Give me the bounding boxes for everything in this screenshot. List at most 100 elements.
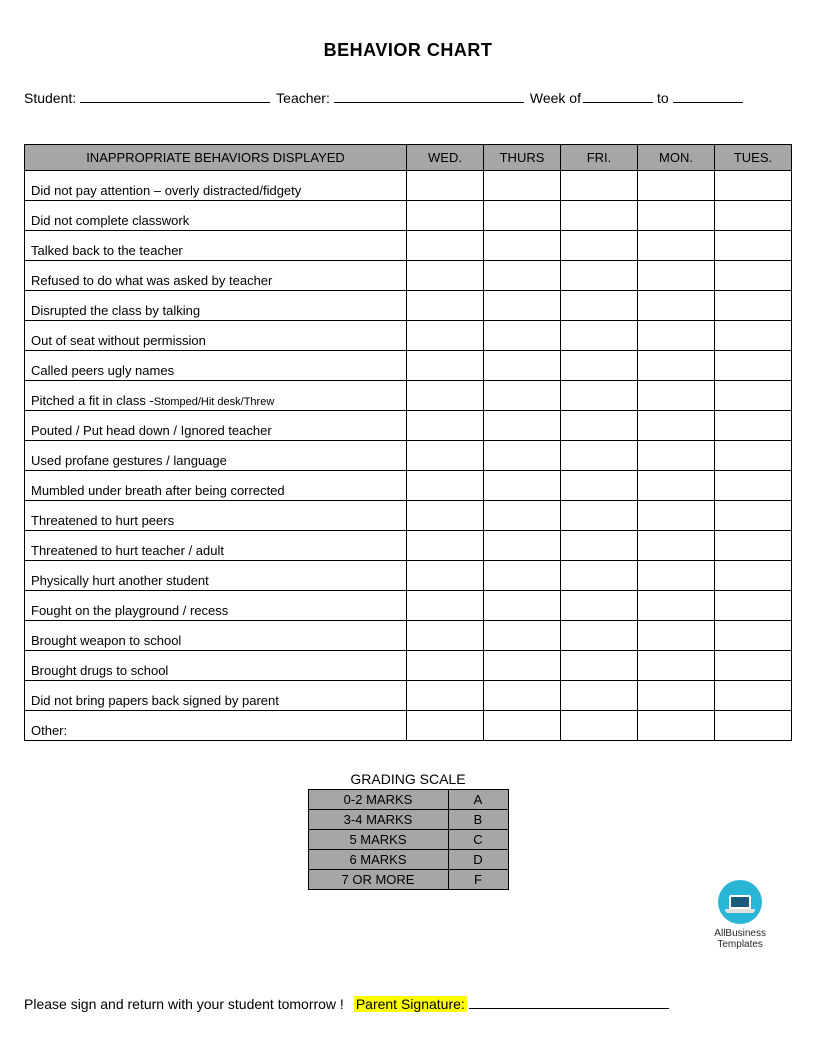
day-cell[interactable]	[561, 291, 638, 321]
day-cell[interactable]	[638, 411, 715, 441]
day-cell[interactable]	[407, 561, 484, 591]
day-cell[interactable]	[561, 471, 638, 501]
day-cell[interactable]	[638, 531, 715, 561]
day-cell[interactable]	[638, 351, 715, 381]
day-cell[interactable]	[715, 651, 792, 681]
day-cell[interactable]	[484, 621, 561, 651]
day-cell[interactable]	[407, 411, 484, 441]
day-cell[interactable]	[407, 621, 484, 651]
day-cell[interactable]	[561, 171, 638, 201]
day-cell[interactable]	[484, 651, 561, 681]
day-cell[interactable]	[484, 411, 561, 441]
day-cell[interactable]	[561, 501, 638, 531]
day-cell[interactable]	[561, 411, 638, 441]
day-cell[interactable]	[561, 351, 638, 381]
day-cell[interactable]	[638, 711, 715, 741]
day-cell[interactable]	[407, 501, 484, 531]
day-cell[interactable]	[715, 681, 792, 711]
day-cell[interactable]	[561, 381, 638, 411]
day-cell[interactable]	[407, 651, 484, 681]
day-cell[interactable]	[407, 531, 484, 561]
day-cell[interactable]	[407, 171, 484, 201]
day-cell[interactable]	[561, 621, 638, 651]
day-cell[interactable]	[638, 681, 715, 711]
day-cell[interactable]	[715, 501, 792, 531]
student-input-line[interactable]	[80, 89, 270, 103]
day-cell[interactable]	[561, 201, 638, 231]
day-cell[interactable]	[561, 591, 638, 621]
day-cell[interactable]	[715, 441, 792, 471]
day-cell[interactable]	[638, 201, 715, 231]
day-cell[interactable]	[638, 321, 715, 351]
day-cell[interactable]	[561, 321, 638, 351]
day-cell[interactable]	[715, 381, 792, 411]
day-cell[interactable]	[638, 441, 715, 471]
day-cell[interactable]	[561, 561, 638, 591]
day-cell[interactable]	[407, 471, 484, 501]
day-cell[interactable]	[484, 561, 561, 591]
day-cell[interactable]	[638, 471, 715, 501]
day-cell[interactable]	[484, 321, 561, 351]
day-cell[interactable]	[638, 381, 715, 411]
day-cell[interactable]	[484, 201, 561, 231]
day-cell[interactable]	[715, 351, 792, 381]
day-cell[interactable]	[407, 591, 484, 621]
day-cell[interactable]	[484, 351, 561, 381]
day-cell[interactable]	[484, 471, 561, 501]
day-cell[interactable]	[407, 321, 484, 351]
day-cell[interactable]	[638, 231, 715, 261]
day-cell[interactable]	[407, 201, 484, 231]
day-cell[interactable]	[407, 351, 484, 381]
day-cell[interactable]	[638, 171, 715, 201]
day-cell[interactable]	[715, 231, 792, 261]
day-cell[interactable]	[484, 591, 561, 621]
day-cell[interactable]	[638, 591, 715, 621]
day-cell[interactable]	[715, 591, 792, 621]
day-cell[interactable]	[561, 681, 638, 711]
week-from-line[interactable]	[583, 89, 653, 103]
day-cell[interactable]	[715, 711, 792, 741]
day-cell[interactable]	[715, 321, 792, 351]
day-cell[interactable]	[638, 651, 715, 681]
day-cell[interactable]	[715, 201, 792, 231]
day-cell[interactable]	[715, 411, 792, 441]
day-cell[interactable]	[407, 291, 484, 321]
day-cell[interactable]	[638, 261, 715, 291]
day-cell[interactable]	[484, 171, 561, 201]
day-cell[interactable]	[484, 381, 561, 411]
day-cell[interactable]	[407, 711, 484, 741]
day-cell[interactable]	[638, 621, 715, 651]
day-cell[interactable]	[638, 501, 715, 531]
day-cell[interactable]	[484, 531, 561, 561]
day-cell[interactable]	[484, 711, 561, 741]
day-cell[interactable]	[484, 441, 561, 471]
day-cell[interactable]	[715, 171, 792, 201]
day-cell[interactable]	[561, 441, 638, 471]
day-cell[interactable]	[407, 381, 484, 411]
day-cell[interactable]	[561, 261, 638, 291]
day-cell[interactable]	[715, 471, 792, 501]
day-cell[interactable]	[407, 261, 484, 291]
day-cell[interactable]	[484, 501, 561, 531]
day-cell[interactable]	[407, 441, 484, 471]
day-cell[interactable]	[715, 561, 792, 591]
day-cell[interactable]	[484, 261, 561, 291]
week-to-line[interactable]	[673, 89, 743, 103]
day-cell[interactable]	[484, 291, 561, 321]
day-cell[interactable]	[638, 561, 715, 591]
teacher-input-line[interactable]	[334, 89, 524, 103]
day-cell[interactable]	[561, 711, 638, 741]
signature-line[interactable]	[469, 995, 669, 1009]
day-cell[interactable]	[484, 681, 561, 711]
day-cell[interactable]	[407, 231, 484, 261]
day-cell[interactable]	[561, 531, 638, 561]
day-cell[interactable]	[407, 681, 484, 711]
day-cell[interactable]	[484, 231, 561, 261]
day-cell[interactable]	[561, 231, 638, 261]
day-cell[interactable]	[715, 261, 792, 291]
day-cell[interactable]	[715, 531, 792, 561]
day-cell[interactable]	[638, 291, 715, 321]
day-cell[interactable]	[715, 291, 792, 321]
day-cell[interactable]	[715, 621, 792, 651]
day-cell[interactable]	[561, 651, 638, 681]
